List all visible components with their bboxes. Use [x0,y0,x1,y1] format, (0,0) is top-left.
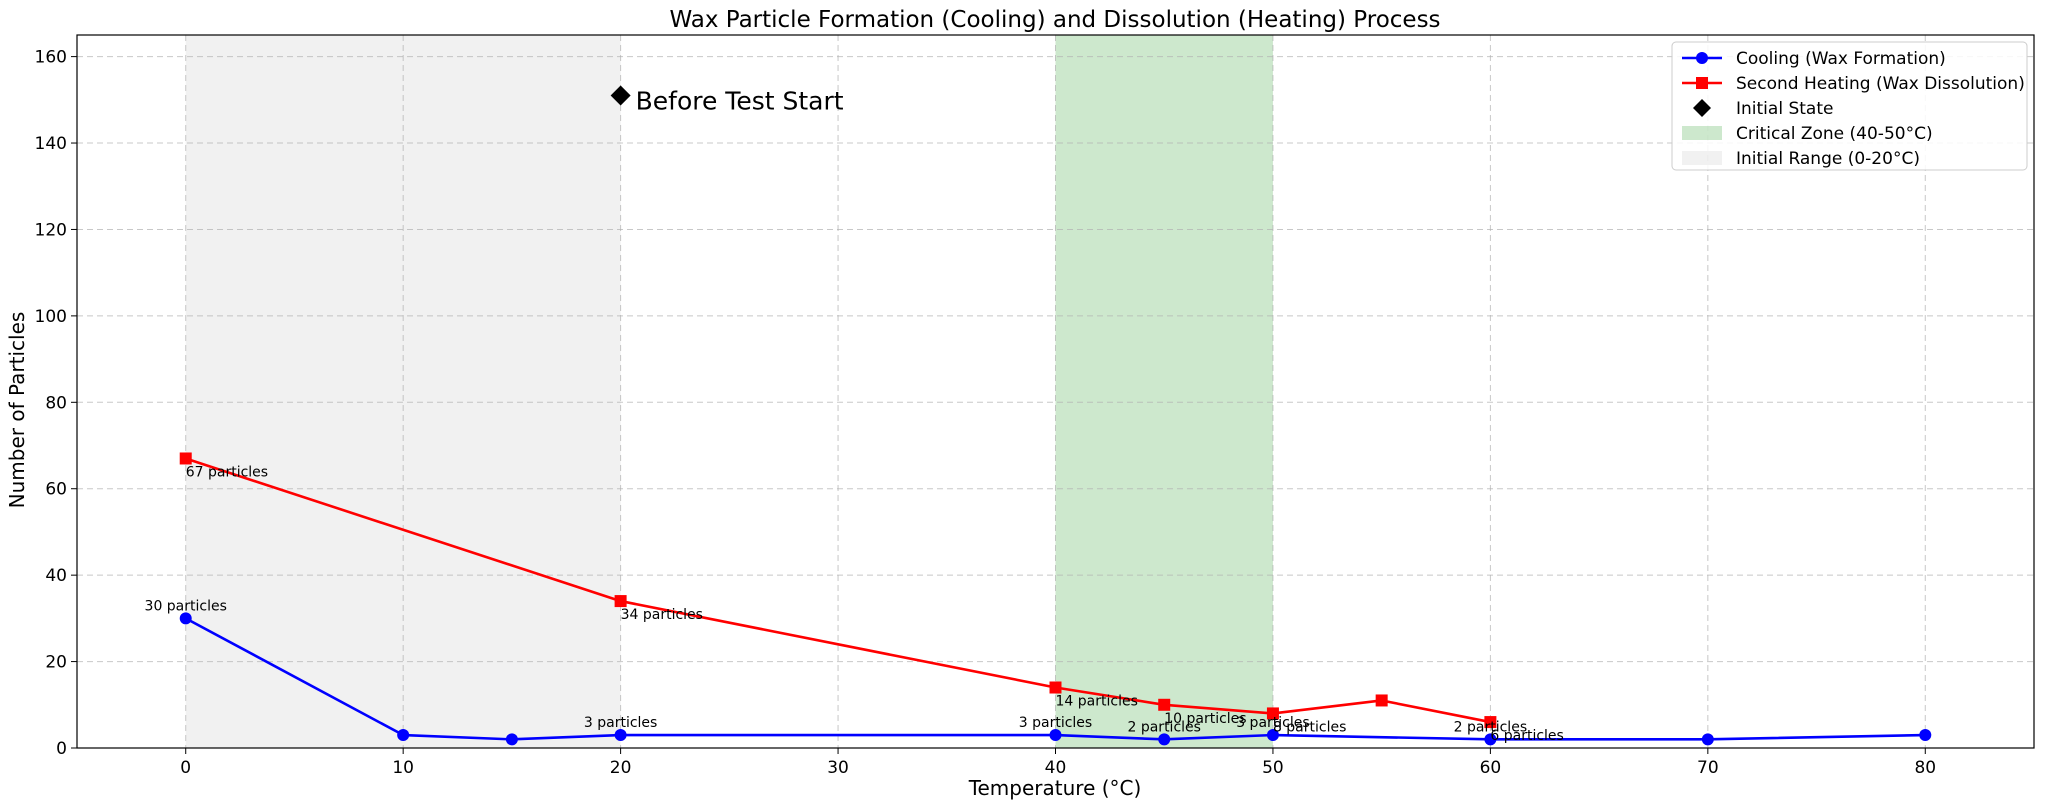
legend-swatch-marker-cooling-wax-formation [1696,52,1708,64]
data-label: 3 particles [1019,715,1092,731]
x-axis-label: Temperature (°C) [968,776,1142,800]
chart-title: Wax Particle Formation (Cooling) and Dis… [669,7,1440,33]
legend-swatch-patch-critical-zone-40-50-c [1682,126,1722,140]
data-point-second-heating-wax-dissolution [1484,716,1497,729]
data-point-cooling-wax-formation [614,729,627,742]
data-point-cooling-wax-formation [1919,729,1932,742]
x-tick-label: 20 [610,758,632,778]
data-label: 3 particles [584,715,657,731]
data-point-second-heating-wax-dissolution [1266,707,1279,720]
series-line-cooling-wax-formation [185,617,1926,741]
data-label: 34 particles [621,607,703,623]
y-tick-label: 120 [35,220,67,240]
data-point-cooling-wax-formation [397,729,410,742]
data-point-cooling-wax-formation [1049,729,1062,742]
series-layer [179,85,1932,746]
y-tick-label: 40 [45,566,67,586]
legend-swatch-marker-second-heating-wax-dissolution [1696,77,1708,89]
y-tick-label: 100 [35,307,67,327]
data-label: 14 particles [1056,694,1138,710]
data-point-second-heating-wax-dissolution [179,452,192,465]
data-label: 67 particles [186,464,268,480]
data-point-cooling-wax-formation [179,612,192,625]
legend-label: Second Heating (Wax Dissolution) [1736,74,2025,94]
data-point-second-heating-wax-dissolution [1049,681,1062,694]
y-tick-label: 0 [56,739,67,759]
data-label: 8 particles [1273,719,1346,735]
data-point-cooling-wax-formation [1158,733,1171,746]
y-tick-label: 20 [45,653,67,673]
x-tick-label: 0 [180,758,191,778]
y-tick-label: 60 [45,480,67,500]
x-tick-label: 80 [1914,758,1936,778]
x-tick-label: 50 [1262,758,1284,778]
data-point-second-heating-wax-dissolution [1375,694,1388,707]
legend-label: Critical Zone (40-50°C) [1736,124,1933,144]
data-label: 2 particles [1454,719,1527,735]
legend-label: Initial Range (0-20°C) [1736,149,1920,169]
x-tick-label: 60 [1480,758,1502,778]
band-critical-zone-40-50-c [1055,35,1273,748]
legend-label: Cooling (Wax Formation) [1736,49,1946,69]
legend-swatch-marker-initial-state [1693,99,1711,117]
data-point-cooling-wax-formation [505,733,518,746]
data-point-cooling-wax-formation [1266,729,1279,742]
data-label: 3 particles [1236,715,1309,731]
y-tick-label: 80 [45,393,67,413]
data-label: Before Test Start [636,86,844,115]
data-point-cooling-wax-formation [1484,733,1497,746]
y-tick-label: 160 [35,48,67,68]
legend-swatch-patch-initial-range-0-20-c [1682,151,1722,165]
data-point-second-heating-wax-dissolution [1158,698,1171,711]
y-tick-label: 140 [35,134,67,154]
band-initial-range-0-20-c [185,35,621,748]
x-tick-label: 70 [1697,758,1719,778]
data-point-second-heating-wax-dissolution [614,595,627,608]
data-label: 30 particles [145,598,227,614]
bands-layer [185,35,1273,748]
data-label: 10 particles [1164,711,1246,727]
annotations-layer: 30 particles 3 particles 3 particles 2 part… [145,86,1564,744]
legend: Cooling (Wax Formation) Second Heating (W… [1671,41,2028,171]
data-label: 2 particles [1127,719,1200,735]
axes-layer: 0 10 20 30 40 50 60 70 80 0 20 40 60 80 100 120 140 160 [35,34,2035,778]
legend-label: Initial State [1736,99,1833,119]
data-point-initial-state [610,85,631,106]
x-tick-label: 10 [392,758,414,778]
x-tick-label: 40 [1045,758,1067,778]
x-tick-label: 30 [827,758,849,778]
data-label: 6 particles [1490,728,1563,744]
data-point-cooling-wax-formation [1701,733,1714,746]
legend-frame [1671,41,2028,171]
y-axis-label: Number of Particles [5,312,29,509]
